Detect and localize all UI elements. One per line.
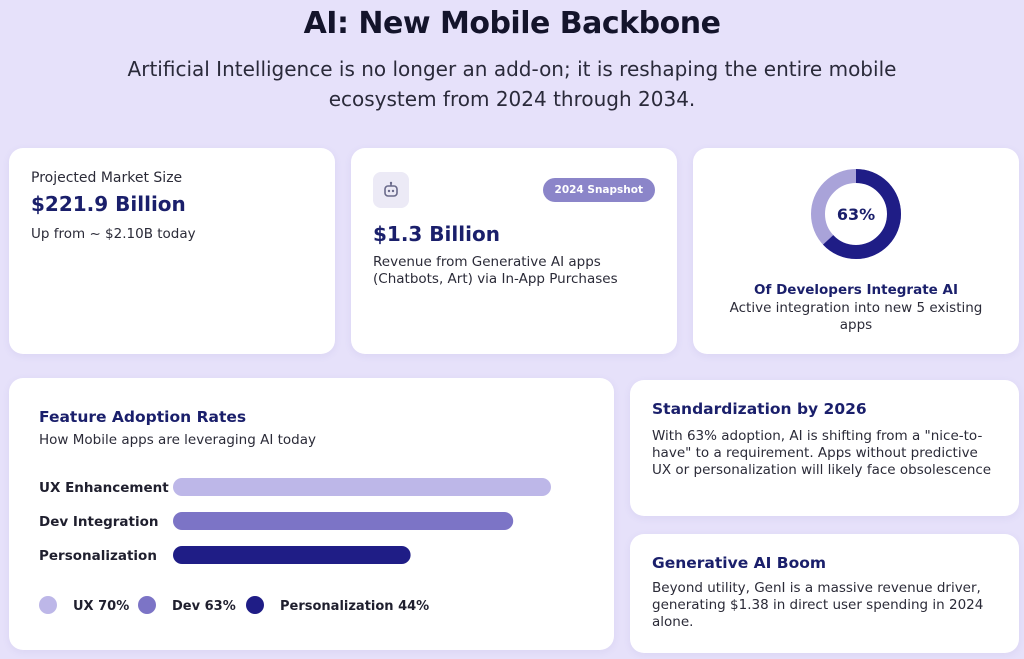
genai-body: Beyond utility, GenI is a massive revenu…: [652, 580, 984, 630]
chart-title: Feature Adoption Rates: [39, 408, 247, 426]
market-size-value: $221.9 Billion: [31, 192, 186, 216]
robot-icon: [373, 172, 409, 208]
legend-dot-2: [246, 596, 264, 614]
snapshot-badge: 2024 Snapshot: [542, 178, 655, 202]
developer-heading: Of Developers Integrate AI: [754, 282, 958, 298]
market-size-card: Projected Market Size $221.9 Billion Up …: [9, 148, 335, 354]
donut-arc: [811, 169, 901, 259]
page-title: AI: New Mobile Backbone: [303, 6, 721, 41]
standardization-card: Standardization by 2026 With 63% adoptio…: [630, 380, 1019, 516]
bar-2: [173, 546, 411, 564]
bar-0: [173, 478, 551, 496]
developer-card: 63% Of Developers Integrate AI Active in…: [693, 148, 1019, 354]
bar-label-0: UX Enhancement: [39, 480, 169, 496]
market-size-label: Projected Market Size: [31, 170, 183, 186]
bar-label-1: Dev Integration: [39, 514, 159, 530]
legend-dot-1: [138, 596, 156, 614]
legend-label-2: Personalization 44%: [280, 599, 429, 614]
bar-label-2: Personalization: [39, 548, 157, 564]
developer-sub: Active integration into new 5 existing a…: [729, 300, 983, 333]
genai-card: Generative AI Boom Beyond utility, GenI …: [630, 534, 1019, 653]
legend-label-0: UX 70%: [73, 599, 129, 614]
chart-subtitle: How Mobile apps are leveraging AI today: [39, 432, 316, 448]
donut-percent: 63%: [837, 205, 875, 224]
market-size-sub: Up from ~ $2.10B today: [31, 226, 196, 242]
feature-adoption-card: Feature Adoption Rates How Mobile apps a…: [9, 378, 614, 650]
revenue-description: Revenue from Generative AI apps (Chatbot…: [373, 254, 618, 287]
standardization-body: With 63% adoption, AI is shifting from a…: [652, 428, 992, 478]
genai-title: Generative AI Boom: [652, 554, 827, 572]
developer-donut: 63%: [811, 169, 901, 259]
page-subtitle: Artificial Intelligence is no longer an …: [127, 57, 897, 111]
revenue-value: $1.3 Billion: [373, 222, 500, 246]
legend-dot-0: [39, 596, 57, 614]
adoption-bar-chart: UX Enhancement Dev Integration Personaliza…: [39, 478, 551, 614]
legend-label-1: Dev 63%: [172, 599, 236, 614]
revenue-card: 2024 Snapshot $1.3 Billion Revenue from …: [351, 148, 677, 354]
bar-1: [173, 512, 514, 530]
standardization-title: Standardization by 2026: [652, 400, 867, 418]
